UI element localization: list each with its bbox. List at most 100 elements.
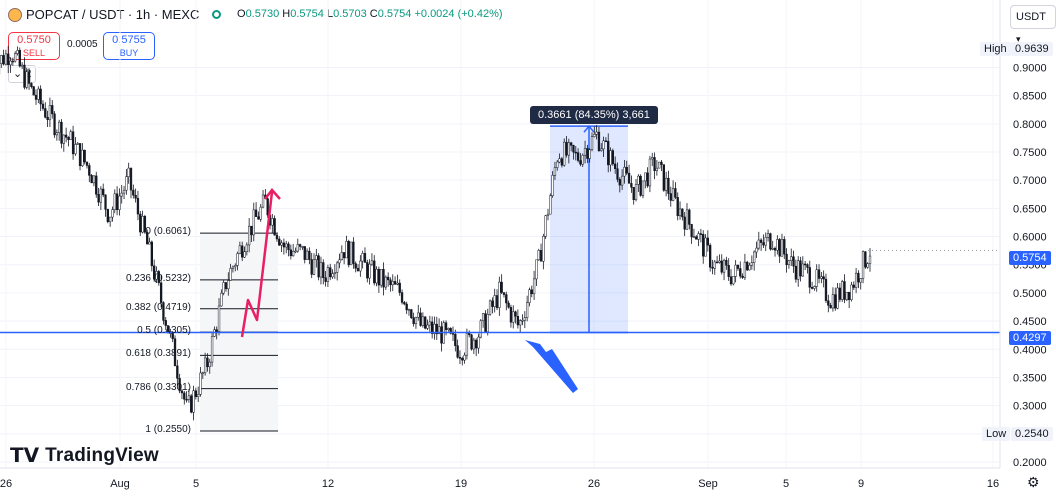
candle-body bbox=[475, 339, 478, 349]
price-tick-label: 0.8500 bbox=[1013, 91, 1047, 103]
candle-body bbox=[51, 105, 54, 115]
candle-body bbox=[67, 137, 70, 140]
high-value: 0.5754 bbox=[290, 8, 324, 20]
symbol-title[interactable]: POPCAT / USDT · 1h · MEXC bbox=[26, 7, 200, 22]
candle-body bbox=[352, 241, 355, 264]
time-axis[interactable]: 26 Aug 5 12 19 26 Sep 5 9 16 bbox=[0, 478, 999, 490]
candle-body bbox=[574, 151, 577, 154]
candle-body bbox=[465, 333, 469, 356]
ohlc-readout: O0.5730 H0.5754 L0.5703 C0.5754 +0.0024 … bbox=[237, 8, 503, 20]
sell-button[interactable]: 0.5750 SELL bbox=[8, 32, 60, 60]
candle-body bbox=[32, 86, 35, 96]
candle-body bbox=[722, 259, 726, 273]
price-tick-label: 0.6500 bbox=[1013, 203, 1047, 215]
candle-body bbox=[366, 262, 369, 279]
candle-body bbox=[356, 268, 360, 272]
candle-body bbox=[579, 160, 582, 165]
candle-body bbox=[658, 161, 661, 169]
candle-body bbox=[725, 259, 728, 266]
currency-value: USDT bbox=[1016, 11, 1046, 23]
annotation-arrows bbox=[240, 188, 578, 393]
candle-body bbox=[287, 243, 290, 251]
candle-body bbox=[468, 333, 471, 336]
candle-body bbox=[222, 282, 225, 294]
candle-body bbox=[238, 245, 242, 254]
candle-body bbox=[477, 336, 480, 349]
fib-level-label: 0 (0.6061) bbox=[145, 226, 191, 238]
candle-body bbox=[655, 167, 659, 171]
candle-body bbox=[257, 216, 260, 220]
candle-body bbox=[421, 316, 425, 326]
candle-body bbox=[739, 268, 742, 277]
candle-body bbox=[382, 269, 385, 288]
candle-body bbox=[593, 134, 596, 137]
candle-body bbox=[97, 194, 100, 203]
candle-body bbox=[616, 168, 619, 180]
candle-body bbox=[428, 321, 431, 326]
candle-body bbox=[99, 188, 103, 203]
candle-body bbox=[134, 194, 137, 199]
candle-body bbox=[312, 259, 316, 275]
candle-body bbox=[479, 320, 482, 338]
candle-body bbox=[602, 140, 605, 150]
candle-body bbox=[340, 252, 343, 261]
candle-body bbox=[380, 269, 383, 286]
candle-body bbox=[155, 271, 158, 280]
candle-body bbox=[792, 256, 795, 267]
candle-body bbox=[398, 282, 401, 293]
candle-body bbox=[363, 253, 367, 263]
candle-body bbox=[220, 292, 223, 307]
candle-body bbox=[368, 263, 371, 279]
candle-body bbox=[451, 333, 455, 335]
candle-body bbox=[521, 319, 524, 322]
candle-body bbox=[136, 198, 140, 215]
candle-body bbox=[102, 188, 105, 196]
candle-body bbox=[280, 242, 283, 246]
high-label: H bbox=[282, 8, 291, 20]
candle-body bbox=[542, 236, 545, 262]
candle-body bbox=[150, 241, 153, 267]
low-label: L bbox=[326, 8, 334, 20]
candle-body bbox=[308, 250, 311, 260]
candle-body bbox=[614, 163, 617, 169]
candle-body bbox=[217, 305, 221, 332]
close-value: 0.5754 bbox=[377, 8, 412, 20]
candle-body bbox=[859, 278, 862, 283]
candle-body bbox=[153, 265, 156, 280]
candle-body bbox=[324, 277, 327, 282]
candle-body bbox=[549, 195, 552, 215]
low-value: 0.5703 bbox=[333, 8, 367, 20]
candle-body bbox=[759, 239, 763, 243]
candle-body bbox=[630, 183, 633, 188]
candle-body bbox=[514, 311, 517, 317]
gear-icon[interactable]: ⚙ bbox=[1027, 474, 1040, 490]
candle-body bbox=[433, 323, 436, 334]
candle-body bbox=[634, 184, 638, 201]
candle-body bbox=[192, 390, 195, 413]
candle-body bbox=[9, 60, 12, 66]
candle-body bbox=[2, 55, 5, 65]
candle-body bbox=[60, 121, 63, 144]
candle-body bbox=[208, 361, 211, 368]
buy-button[interactable]: 0.5755 BUY bbox=[103, 32, 155, 60]
candle-body bbox=[178, 378, 181, 392]
buy-label: BUY bbox=[119, 48, 139, 58]
candle-body bbox=[523, 317, 526, 321]
candle-body bbox=[553, 167, 557, 176]
candle-body bbox=[505, 294, 508, 304]
price-axis[interactable]: 0.9000 0.8500 0.8000 0.7500 0.7000 0.6500 0.60… bbox=[1013, 62, 1047, 469]
time-tick-label: 9 bbox=[858, 478, 864, 490]
candle-body bbox=[519, 320, 522, 326]
candle-body bbox=[500, 281, 503, 293]
candle-body bbox=[393, 281, 397, 285]
candle-body bbox=[623, 166, 626, 177]
candle-body bbox=[139, 213, 142, 233]
candle-body bbox=[563, 141, 566, 166]
candle-body bbox=[627, 172, 631, 184]
candle-body bbox=[199, 372, 202, 395]
currency-select[interactable]: USDT ▾ bbox=[1010, 5, 1056, 44]
candle-body bbox=[224, 282, 228, 290]
candle-body bbox=[843, 281, 846, 300]
time-tick-label: Aug bbox=[110, 478, 130, 490]
